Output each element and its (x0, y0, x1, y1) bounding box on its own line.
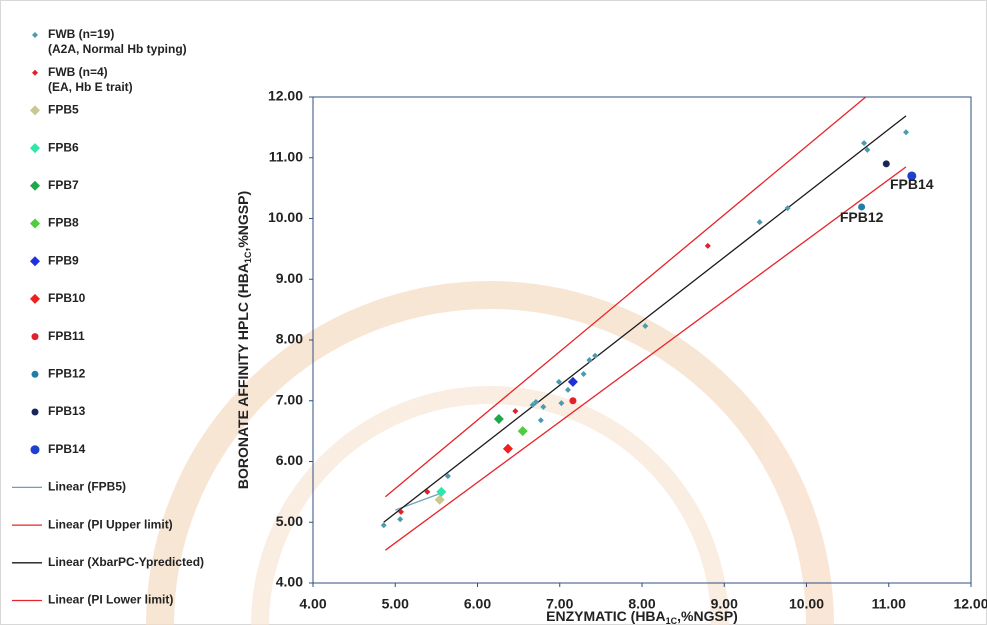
legend-marker (30, 218, 40, 229)
legend-marker (30, 293, 40, 304)
point (424, 488, 431, 495)
point (529, 402, 536, 409)
x-tick-label: 5.00 (382, 596, 409, 612)
y-axis-title: BORONATE AFFINITY HPLC (HBA1C,%NGSP) (235, 191, 254, 489)
fit-line (383, 115, 907, 523)
legend-marker (30, 256, 40, 267)
legend-label: FPB6 (48, 140, 79, 154)
point (882, 160, 890, 168)
point (436, 486, 447, 497)
x-tick-label: 11.00 (872, 596, 906, 612)
point (567, 376, 578, 387)
point (517, 426, 528, 437)
point (532, 398, 539, 405)
x-tick-label: 9.00 (711, 596, 738, 612)
x-tick-label: 6.00 (464, 596, 491, 612)
point (858, 203, 866, 211)
legend-marker (30, 445, 40, 455)
legend-label: Linear (PI Lower limit) (48, 593, 173, 607)
legend-marker (31, 333, 39, 341)
legend-label: FWB (n=19) (48, 27, 114, 41)
point (434, 494, 445, 505)
point (569, 397, 577, 405)
point (540, 403, 547, 410)
point (756, 219, 763, 226)
legend-label: FWB (n=4) (48, 65, 108, 79)
legend-marker (32, 32, 38, 38)
point (580, 371, 587, 378)
watermark (146, 281, 834, 625)
fit-line (384, 166, 907, 551)
point (493, 413, 504, 424)
point (444, 473, 451, 480)
y-tick-label: 6.00 (276, 452, 303, 468)
legend-note: (A2A, Normal Hb typing) (48, 42, 187, 56)
y-tick-label: 8.00 (276, 331, 303, 347)
point (380, 522, 387, 529)
x-tick-label: 8.00 (628, 596, 655, 612)
point (704, 242, 711, 249)
point (592, 352, 599, 359)
legend-label: FPB5 (48, 103, 79, 117)
legend-marker (31, 408, 39, 416)
annotation: FPB14 (890, 176, 934, 192)
legend-marker (32, 69, 38, 76)
x-tick-label: 12.00 (953, 596, 987, 612)
legend-marker (30, 105, 40, 116)
point (397, 516, 404, 523)
point (907, 171, 917, 181)
y-tick-label: 12.00 (268, 88, 303, 104)
legend-label: FPB7 (48, 178, 79, 192)
point (555, 378, 562, 385)
x-axis-title: ENZYMATIC (HBA1C,%NGSP) (546, 608, 738, 625)
point (564, 386, 571, 393)
y-tick-label: 10.00 (268, 209, 303, 225)
point (903, 129, 910, 136)
annotation: FPB12 (840, 209, 884, 225)
point (861, 140, 868, 147)
x-tick-label: 10.00 (789, 596, 824, 612)
y-tick-label: 11.00 (269, 148, 303, 164)
legend-label: FPB13 (48, 404, 86, 418)
legend-label: Linear (FPB5) (48, 480, 126, 494)
point (864, 146, 871, 153)
point (502, 443, 513, 454)
legend-label: FPB11 (48, 329, 85, 343)
y-tick-label: 7.00 (276, 391, 303, 407)
legend-label: FPB14 (48, 442, 86, 456)
point (642, 323, 649, 330)
legend-label: Linear (PI Upper limit) (48, 517, 173, 531)
point (586, 357, 593, 364)
y-tick-label: 5.00 (276, 513, 303, 529)
legend-marker (30, 180, 40, 191)
y-tick-label: 9.00 (276, 270, 303, 286)
legend-marker (30, 143, 40, 154)
legend-label: FPB8 (48, 216, 79, 230)
point (558, 400, 565, 407)
fit-line (384, 97, 867, 498)
point (512, 408, 519, 415)
point (537, 417, 544, 424)
x-tick-label: 7.00 (546, 596, 573, 612)
point (398, 508, 405, 515)
legend-label: FPB12 (48, 366, 86, 380)
legend-label: Linear (XbarPC-Ypredicted) (48, 555, 204, 569)
x-tick-label: 4.00 (299, 596, 326, 612)
point (784, 205, 791, 212)
y-tick-label: 4.00 (276, 574, 303, 590)
legend-label: FPB10 (48, 291, 86, 305)
legend-note: (EA, Hb E trait) (48, 80, 133, 94)
legend-label: FPB9 (48, 253, 79, 267)
legend-marker (31, 370, 39, 378)
